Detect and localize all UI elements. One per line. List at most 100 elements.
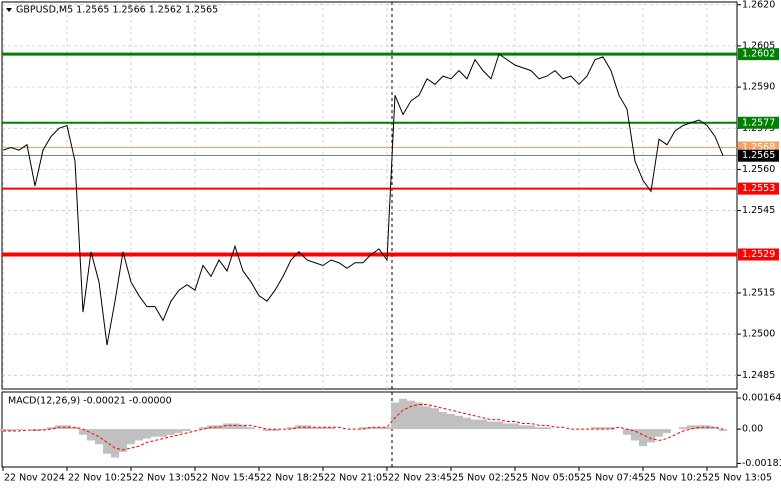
x-tick-label: 25 Nov 02:25	[452, 473, 516, 484]
macd-bar	[311, 427, 319, 430]
macd-bar	[519, 425, 527, 430]
macd-bar	[495, 421, 503, 430]
macd-bar	[639, 429, 647, 447]
macd-bar	[103, 429, 111, 454]
main-frame	[1, 1, 738, 390]
level-label-box	[738, 248, 779, 261]
level-label: 1.2577	[742, 117, 775, 128]
indicator-title: MACD(12,26,9) -0.00021 -0.00000	[8, 396, 172, 407]
level-label-box	[738, 149, 779, 162]
macd-bar	[319, 427, 327, 430]
macd-bar	[423, 406, 431, 430]
macd-bar	[327, 427, 335, 430]
macd-bar	[15, 429, 23, 431]
y-tick-label: 1.2620	[742, 0, 775, 10]
macd-bar	[711, 427, 719, 430]
y-tick-label: 1.2485	[742, 370, 775, 381]
macd-bar	[415, 402, 423, 430]
macd-bar	[0, 429, 7, 432]
x-tick-label: 22 Nov 10:25	[68, 473, 132, 484]
level-label: 1.2568	[742, 142, 775, 153]
macd-bar	[183, 429, 191, 432]
macd-bar	[287, 427, 295, 430]
macd-bar	[591, 427, 599, 430]
macd-bar	[511, 423, 519, 430]
menu-triangle	[6, 8, 12, 12]
macd-bar	[391, 402, 399, 430]
macd-bar	[463, 417, 471, 430]
macd-bar	[111, 429, 119, 458]
macd-bar	[655, 429, 663, 437]
macd-bar	[247, 427, 255, 430]
macd-bar	[127, 429, 135, 445]
y-tick-label: 0.00	[742, 424, 763, 435]
macd-bar	[79, 429, 87, 435]
level-label: 1.2553	[742, 183, 775, 194]
macd-bar	[607, 427, 615, 430]
signal-line	[3, 404, 724, 451]
y-tick-label: 1.2545	[742, 205, 775, 216]
x-tick-label: 25 Nov 13:05	[708, 473, 772, 484]
macd-bar	[719, 429, 727, 432]
x-tick-label: 22 Nov 2024	[4, 473, 65, 484]
macd-bar	[135, 429, 143, 441]
level-label: 1.2602	[742, 49, 775, 60]
macd-bar	[399, 398, 407, 430]
y-tick-label: 1.2515	[742, 287, 775, 298]
macd-bar	[47, 427, 55, 430]
macd-bar	[431, 408, 439, 430]
x-tick-label: 25 Nov 10:25	[644, 473, 708, 484]
macd-bar	[63, 425, 71, 430]
macd-bar	[143, 429, 151, 439]
macd-bar	[375, 427, 383, 430]
macd-bar	[535, 427, 543, 430]
macd-bar	[239, 425, 247, 430]
macd-bar	[447, 413, 455, 430]
macd-bar	[439, 412, 447, 430]
macd-bar	[119, 429, 127, 452]
macd-bar	[175, 429, 183, 433]
macd-bar	[407, 400, 415, 430]
y-tick-label: -0.00181	[742, 458, 781, 469]
macd-bar	[687, 425, 695, 430]
macd-bar	[151, 429, 159, 437]
y-tick-label: 1.2500	[742, 329, 775, 340]
x-tick-label: 22 Nov 23:45	[388, 473, 452, 484]
x-tick-label: 22 Nov 15:45	[196, 473, 260, 484]
macd-bar	[599, 427, 607, 430]
price-line	[2, 53, 724, 346]
macd-bar	[367, 427, 375, 430]
macd-bar	[455, 415, 463, 430]
macd-bar	[303, 425, 311, 430]
macd-bar	[623, 429, 631, 435]
level-label-box	[738, 116, 779, 129]
macd-bar	[263, 429, 271, 432]
macd-bar	[231, 423, 239, 430]
level-label-box	[738, 48, 779, 61]
macd-bar	[199, 427, 207, 430]
macd-bar	[95, 429, 103, 445]
macd-bar	[71, 427, 79, 430]
macd-bar	[631, 429, 639, 441]
macd-bar	[679, 427, 687, 430]
x-tick-label: 22 Nov 18:25	[260, 473, 324, 484]
macd-bar	[527, 425, 535, 430]
macd-bar	[167, 429, 175, 435]
macd-bar	[359, 427, 367, 430]
level-label: 1.2529	[742, 249, 775, 260]
x-tick-label: 25 Nov 07:45	[580, 473, 644, 484]
macd-bar	[663, 429, 671, 433]
macd-bar	[383, 427, 391, 430]
macd-bar	[647, 429, 655, 443]
macd-bar	[87, 429, 95, 441]
y-tick-label: 1.2560	[742, 164, 775, 175]
macd-bar	[223, 423, 231, 430]
y-tick-label: 0.00164	[742, 393, 781, 404]
macd-bar	[479, 419, 487, 430]
level-label-box	[738, 182, 779, 195]
y-tick-label: 1.2605	[742, 40, 775, 51]
x-tick-label: 22 Nov 21:05	[324, 473, 388, 484]
macd-bar	[7, 429, 15, 432]
